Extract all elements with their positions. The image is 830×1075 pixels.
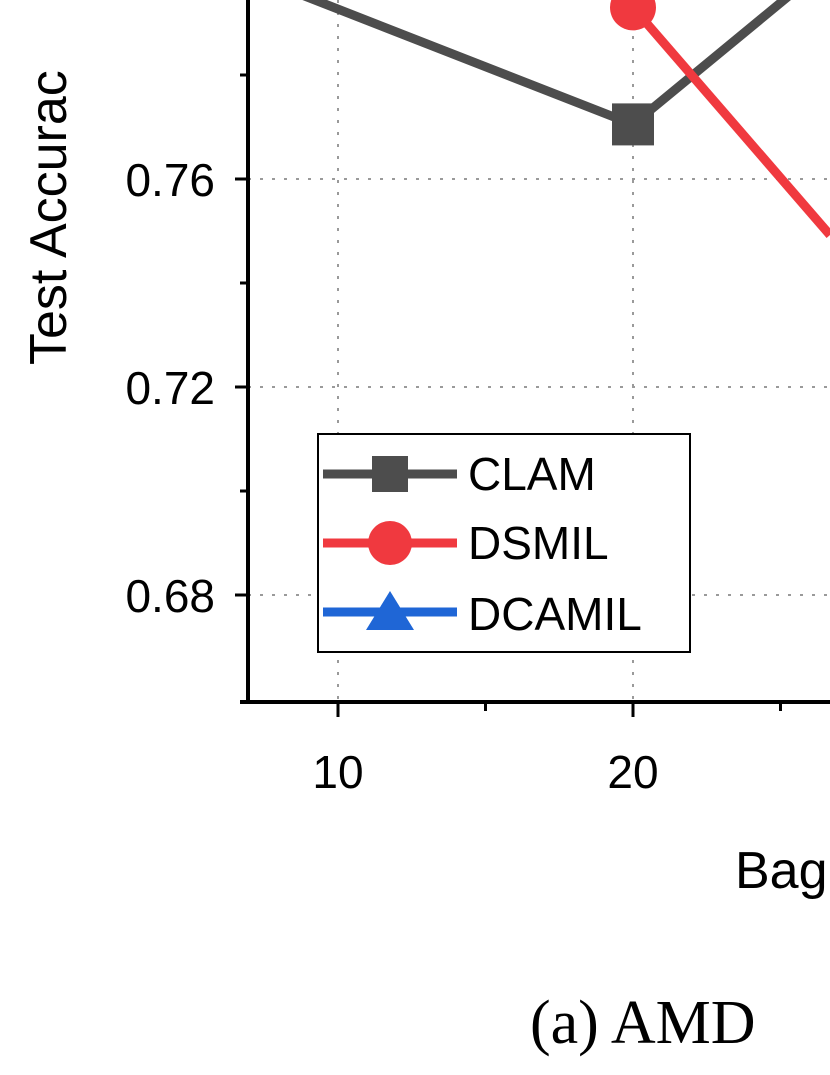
series-line-dsmil [629, 4, 830, 238]
series-lines [302, 0, 830, 238]
x-axis-title: Bag [735, 842, 828, 900]
series-line-clam [302, 0, 791, 130]
legend-dcamil-triangle-icon [366, 591, 414, 630]
legend-entry-clam: CLAM [323, 448, 596, 500]
legend-dcamil-label: DCAMIL [468, 588, 642, 640]
legend-clam-label: CLAM [468, 448, 596, 500]
legend-dsmil-label: DSMIL [468, 517, 609, 569]
x-tick-label-20: 20 [607, 746, 658, 798]
y-tick-label-0.72: 0.72 [125, 362, 215, 414]
dsmil-point-20 [610, 0, 656, 31]
legend-entry-dsmil: DSMIL [323, 517, 609, 569]
axis-ticks [235, 73, 782, 717]
legend: CLAM DSMIL DCAMIL [317, 433, 691, 653]
y-axis-title: Test Accurac [20, 70, 78, 365]
legend-clam-square-icon [372, 456, 408, 492]
y-tick-label-0.68: 0.68 [125, 570, 215, 622]
y-tick-label-0.76: 0.76 [125, 154, 215, 206]
clam-point-20 [612, 103, 654, 146]
legend-entry-dcamil: DCAMIL [323, 588, 642, 640]
tick-labels: 10 20 0.68 0.72 0.76 [125, 154, 658, 798]
series-markers [610, 0, 656, 146]
figure-caption: (a) AMD [530, 989, 756, 1057]
x-tick-label-10: 10 [312, 746, 363, 798]
legend-dsmil-circle-icon [368, 521, 412, 565]
